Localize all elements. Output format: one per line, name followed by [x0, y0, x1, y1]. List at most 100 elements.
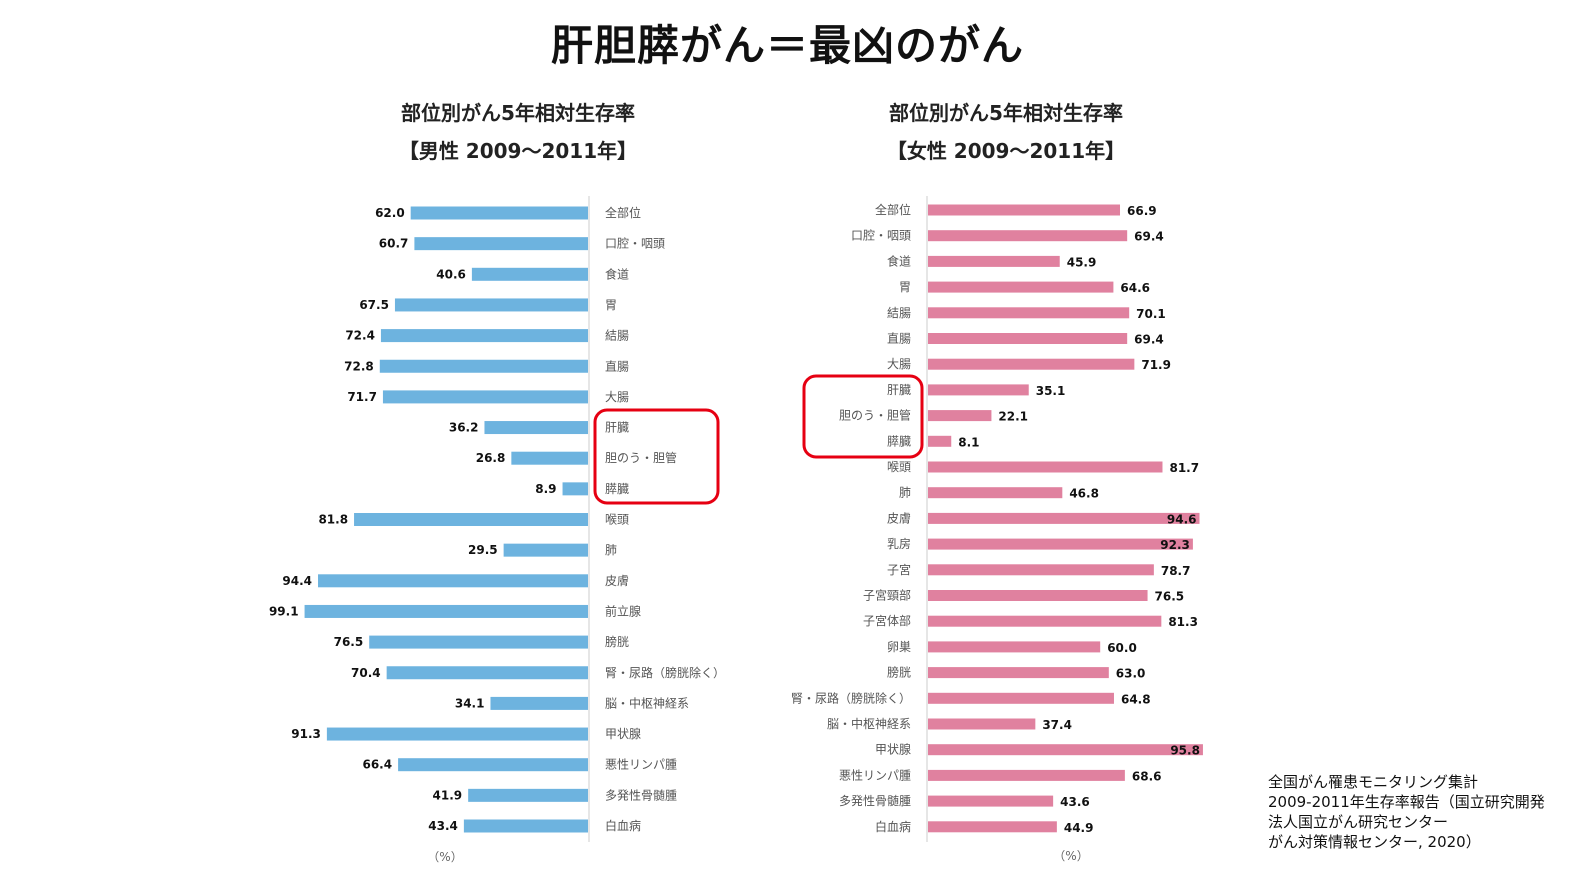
- male-chart-title-block: 部位別がん5年相対生存率 【男性 2009～2011年】: [318, 94, 718, 170]
- male-value-label: 76.5: [334, 635, 364, 649]
- male-bar-胆のう-胆管: [511, 451, 588, 465]
- male-category-label: 大腸: [605, 390, 629, 404]
- female-bar-大腸: [928, 358, 1135, 370]
- female-category-label: 胃: [899, 280, 911, 294]
- female-category-label: 卵巣: [887, 640, 911, 654]
- female-value-label: 68.6: [1132, 769, 1162, 783]
- male-bar-白血病: [463, 819, 588, 833]
- female-value-label: 66.9: [1127, 204, 1157, 218]
- female-value-label: 35.1: [1036, 384, 1066, 398]
- female-bar-胃: [928, 281, 1114, 293]
- female-value-label: 45.9: [1067, 255, 1097, 269]
- female-bar-直腸: [928, 333, 1128, 344]
- female-value-label: 76.5: [1155, 590, 1185, 604]
- male-highlight-box: [593, 408, 720, 505]
- male-bar-直腸: [379, 359, 588, 373]
- male-category-label: 甲状腺: [605, 727, 641, 741]
- female-bar-腎-尿路-膀胱除く-: [928, 692, 1114, 704]
- male-category-label: 皮膚: [605, 573, 629, 588]
- male-value-label: 29.5: [468, 543, 498, 557]
- page-title: 肝胆膵がん＝最凶のがん: [550, 21, 1024, 70]
- female-value-label: 70.1: [1136, 307, 1166, 321]
- female-category-label: 子宮体部: [863, 613, 911, 628]
- female-category-label: 甲状腺: [875, 743, 911, 757]
- male-category-label: 直腸: [605, 359, 629, 373]
- male-category-label: 喉頭: [605, 513, 629, 527]
- female-chart-title: 部位別がん5年相対生存率: [889, 101, 1123, 125]
- male-category-label: 結腸: [605, 329, 629, 343]
- female-category-label: 子宮頸部: [863, 588, 911, 603]
- female-bar-食道: [928, 255, 1060, 267]
- male-category-label: 脳・中枢神経系: [605, 695, 689, 710]
- female-bar-悪性リンパ腫: [928, 769, 1125, 781]
- male-value-label: 71.7: [347, 390, 377, 404]
- male-bar-膵臓: [562, 482, 588, 496]
- male-value-label: 36.2: [449, 421, 479, 435]
- male-bar-前立腺: [304, 604, 588, 618]
- female-bar-乳房: [928, 538, 1193, 550]
- male-bar-大腸: [382, 390, 588, 404]
- male-bar-全部位: [410, 206, 588, 220]
- male-bar-結腸: [380, 329, 588, 343]
- male-category-label: 前立腺: [605, 603, 641, 618]
- female-value-label: 81.3: [1168, 615, 1198, 629]
- female-category-label: 結腸: [887, 306, 911, 320]
- male-category-label: 悪性リンパ腫: [605, 758, 677, 772]
- female-value-label: 69.4: [1134, 333, 1164, 347]
- female-category-label: 口腔・咽頭: [851, 228, 911, 243]
- male-category-label: 胃: [605, 298, 617, 312]
- female-category-label: 白血病: [875, 819, 911, 834]
- male-bar-皮膚: [318, 574, 588, 588]
- female-category-label: 腎・尿路（膀胱除く）: [791, 690, 911, 705]
- female-category-label: 胆のう・胆管: [839, 408, 911, 423]
- female-value-label: 94.6: [1167, 512, 1197, 526]
- male-category-label: 胆のう・胆管: [605, 450, 677, 465]
- female-bar-肝臓: [928, 384, 1029, 396]
- male-value-label: 8.9: [535, 482, 556, 496]
- male-value-label: 99.1: [269, 604, 299, 618]
- female-bar-甲状腺: [928, 744, 1203, 756]
- male-bar-脳-中枢神経系: [490, 696, 588, 710]
- female-category-label: 乳房: [887, 536, 911, 551]
- male-chart-title: 部位別がん5年相対生存率: [401, 101, 635, 125]
- female-bar-膵臓: [928, 435, 952, 447]
- female-bar-喉頭: [928, 461, 1163, 473]
- female-value-label: 22.1: [998, 410, 1028, 424]
- female-category-label: 子宮: [887, 562, 911, 577]
- female-value-label: 81.7: [1169, 461, 1199, 475]
- male-value-label: 67.5: [359, 298, 389, 312]
- female-category-label: 肺: [899, 486, 911, 500]
- male-value-label: 91.3: [291, 727, 321, 741]
- male-bar-口腔-咽頭: [414, 237, 588, 251]
- male-category-label: 膵臓: [605, 482, 629, 496]
- male-value-label: 40.6: [436, 267, 466, 281]
- male-value-label: 41.9: [433, 788, 463, 802]
- female-category-label: 膵臓: [887, 434, 911, 448]
- male-survival-chart: 62.0 全部位 60.7 口腔・咽頭 40.6 食道 67.5 胃 72.4 結腸 72.8 直腸 7…: [269, 196, 725, 864]
- female-value-label: 64.6: [1120, 281, 1150, 295]
- male-value-label: 72.8: [344, 359, 374, 373]
- male-value-label: 43.4: [428, 819, 458, 833]
- male-value-label: 94.4: [282, 574, 312, 588]
- male-value-label: 62.0: [375, 206, 405, 220]
- male-bar-食道: [471, 267, 588, 281]
- female-value-label: 69.4: [1134, 230, 1164, 244]
- female-bar-皮膚: [928, 512, 1200, 524]
- male-category-label: 全部位: [605, 205, 641, 220]
- female-category-label: 膀胱: [887, 665, 911, 680]
- male-bar-胃: [394, 298, 588, 312]
- female-value-label: 78.7: [1161, 564, 1191, 578]
- female-value-label: 46.8: [1069, 487, 1099, 501]
- female-bar-全部位: [928, 204, 1121, 216]
- male-category-label: 肝臓: [605, 421, 629, 435]
- female-chart-subtitle: 【女性 2009～2011年】: [886, 139, 1126, 163]
- female-highlight-box: [802, 374, 924, 459]
- male-category-label: 腎・尿路（膀胱除く）: [605, 665, 725, 680]
- female-value-label: 60.0: [1107, 641, 1137, 655]
- female-bar-膀胱: [928, 667, 1109, 679]
- male-category-label: 多発性骨髄腫: [605, 787, 677, 802]
- male-chart-subtitle: 【男性 2009～2011年】: [398, 139, 638, 163]
- female-category-label: 全部位: [875, 202, 911, 217]
- female-value-label: 95.8: [1170, 744, 1200, 758]
